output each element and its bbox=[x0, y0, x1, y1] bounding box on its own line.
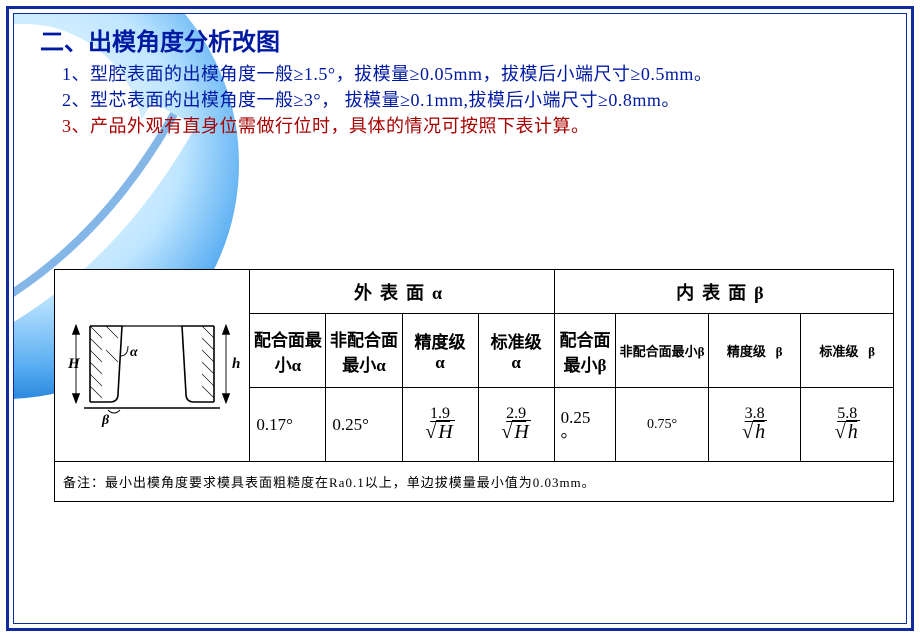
val-inner-precision: 3.8 √h bbox=[708, 388, 801, 462]
val-outer-standard: 2.9 √H bbox=[478, 388, 554, 462]
val-inner-standard: 5.8 √h bbox=[801, 388, 894, 462]
val-outer-nonfit: 0.25° bbox=[326, 388, 402, 462]
col-outer-fit-min: 配合面最小α bbox=[250, 314, 326, 388]
col-outer-standard: 标准级 α bbox=[478, 314, 554, 388]
draft-angle-table: H h α β 外表面α 内表面β 配合面最小α 非配合面 最小α 精度级 α … bbox=[54, 269, 894, 502]
val-outer-precision: 1.9 √H bbox=[402, 388, 478, 462]
header-outer-surface: 外表面α bbox=[250, 270, 554, 314]
col-inner-fit-min: 配合面最小β bbox=[554, 314, 616, 388]
svg-text:α: α bbox=[130, 345, 138, 360]
header-inner-surface: 内表面β bbox=[554, 270, 893, 314]
col-outer-precision: 精度级 α bbox=[402, 314, 478, 388]
val-outer-fit: 0.17° bbox=[250, 388, 326, 462]
val-inner-nonfit: 0.75° bbox=[616, 388, 709, 462]
svg-text:β: β bbox=[101, 413, 110, 428]
bullet-1: 1、型腔表面的出模角度一般≥1.5°，拔模量≥0.05mm，拔模后小端尺寸≥0.… bbox=[62, 61, 886, 87]
text-content: 二、出模角度分析改图 1、型腔表面的出模角度一般≥1.5°，拔模量≥0.05mm… bbox=[14, 14, 906, 139]
inner-border: 二、出模角度分析改图 1、型腔表面的出模角度一般≥1.5°，拔模量≥0.05mm… bbox=[13, 13, 907, 624]
svg-text:h: h bbox=[232, 356, 240, 372]
svg-text:H: H bbox=[67, 356, 81, 372]
col-inner-nonfit-min: 非配合面最小β bbox=[616, 314, 709, 388]
outer-border: 二、出模角度分析改图 1、型腔表面的出模角度一般≥1.5°，拔模量≥0.05mm… bbox=[6, 6, 914, 631]
section-title: 二、出模角度分析改图 bbox=[40, 22, 886, 57]
col-inner-standard: 标准级 β bbox=[801, 314, 894, 388]
bullet-3: 3、产品外观有直身位需做行位时，具体的情况可按照下表计算。 bbox=[62, 113, 886, 139]
note-row: 备注：最小出模角度要求模具表面粗糙度在Ra0.1以上，单边拔模量最小值为0.03… bbox=[55, 462, 894, 502]
diagram-cell: H h α β bbox=[55, 270, 250, 462]
col-outer-nonfit-min: 非配合面 最小α bbox=[326, 314, 402, 388]
val-inner-fit: 0.25 。 bbox=[554, 388, 616, 462]
table-container: H h α β 外表面α 内表面β 配合面最小α 非配合面 最小α 精度级 α … bbox=[54, 269, 894, 502]
table-note: 备注：最小出模角度要求模具表面粗糙度在Ra0.1以上，单边拔模量最小值为0.03… bbox=[55, 462, 894, 502]
table-header-row: H h α β 外表面α 内表面β bbox=[55, 270, 894, 314]
col-inner-precision: 精度级 β bbox=[708, 314, 801, 388]
bullet-2: 2、型芯表面的出模角度一般≥3°， 拔模量≥0.1mm,拔模后小端尺寸≥0.8m… bbox=[62, 87, 886, 113]
part-section-diagram: H h α β bbox=[62, 298, 242, 428]
